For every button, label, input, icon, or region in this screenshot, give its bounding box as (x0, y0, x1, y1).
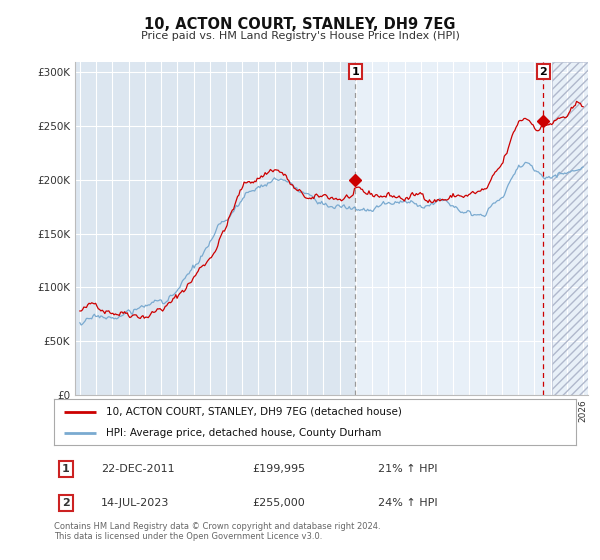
Text: 10, ACTON COURT, STANLEY, DH9 7EG (detached house): 10, ACTON COURT, STANLEY, DH9 7EG (detac… (106, 407, 402, 417)
Bar (552, 62, 591, 395)
Text: 2: 2 (62, 498, 70, 508)
Text: 10, ACTON COURT, STANLEY, DH9 7EG: 10, ACTON COURT, STANLEY, DH9 7EG (144, 17, 456, 32)
Text: 14-JUL-2023: 14-JUL-2023 (101, 498, 169, 508)
Bar (355, 62, 552, 395)
Text: Price paid vs. HM Land Registry's House Price Index (HPI): Price paid vs. HM Land Registry's House … (140, 31, 460, 41)
Text: £255,000: £255,000 (253, 498, 305, 508)
Text: Contains HM Land Registry data © Crown copyright and database right 2024.
This d: Contains HM Land Registry data © Crown c… (54, 522, 380, 542)
Text: 2: 2 (539, 67, 547, 77)
Text: 21% ↑ HPI: 21% ↑ HPI (377, 464, 437, 474)
Text: £199,995: £199,995 (253, 464, 305, 474)
Text: 1: 1 (352, 67, 359, 77)
Text: 24% ↑ HPI: 24% ↑ HPI (377, 498, 437, 508)
Text: 1: 1 (62, 464, 70, 474)
Text: 22-DEC-2011: 22-DEC-2011 (101, 464, 175, 474)
Bar (552, 62, 591, 395)
Text: HPI: Average price, detached house, County Durham: HPI: Average price, detached house, Coun… (106, 428, 382, 438)
